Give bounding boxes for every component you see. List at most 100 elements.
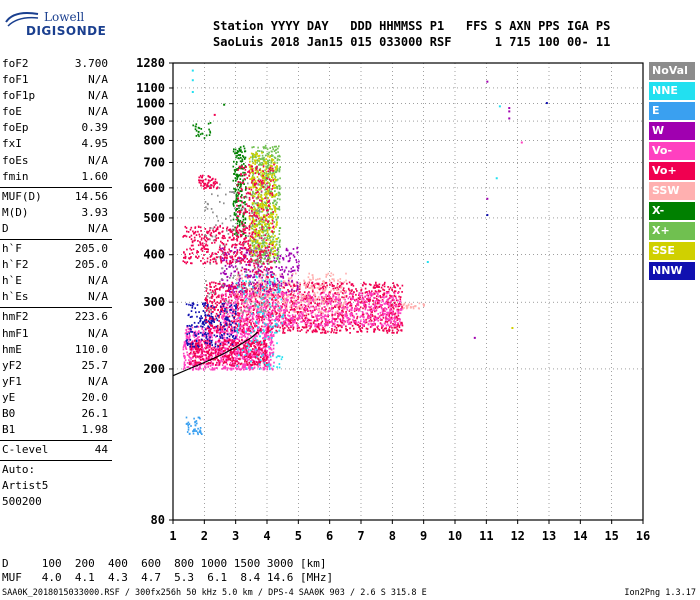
echo-point	[248, 283, 251, 286]
echo-point	[206, 362, 208, 365]
echo-point	[265, 345, 267, 348]
echo-point	[358, 309, 360, 312]
echo-point	[268, 288, 271, 291]
echo-point	[193, 362, 195, 365]
echo-point	[278, 240, 281, 243]
echo-point	[205, 290, 208, 292]
echo-point	[225, 268, 228, 270]
echo-point	[273, 292, 276, 294]
echo-point	[371, 293, 373, 296]
echo-point	[372, 299, 374, 302]
echo-point	[291, 294, 293, 297]
echo-point	[241, 291, 244, 294]
echo-point	[273, 289, 276, 291]
echo-point	[268, 164, 270, 166]
echo-point	[360, 288, 363, 291]
echo-point	[401, 324, 404, 327]
echo-point	[257, 357, 259, 360]
echo-point	[232, 341, 234, 344]
echo-point	[243, 363, 245, 365]
echo-point	[337, 293, 339, 296]
echo-point	[270, 313, 272, 316]
echo-point	[246, 364, 248, 366]
echo-point	[232, 266, 235, 269]
echo-point	[268, 330, 271, 333]
echo-point	[270, 339, 273, 342]
echo-point	[375, 309, 377, 312]
echo-point	[308, 278, 311, 281]
echo-point	[303, 326, 306, 329]
echo-point	[249, 319, 251, 322]
echo-point	[246, 249, 248, 252]
echo-point	[194, 338, 197, 341]
echo-point	[377, 327, 379, 330]
echo-point	[338, 308, 341, 311]
echo-point	[263, 156, 265, 159]
echo-point	[273, 156, 276, 159]
echo-point	[305, 314, 308, 317]
echo-point	[245, 282, 248, 285]
echo-point	[229, 294, 232, 297]
echo-point	[345, 328, 347, 330]
echo-point	[365, 321, 368, 324]
echo-point	[364, 321, 366, 323]
echo-point	[235, 360, 237, 363]
echo-point	[226, 368, 229, 371]
echo-point	[186, 336, 189, 339]
echo-point	[398, 305, 401, 307]
echo-point	[241, 296, 243, 298]
echo-point	[300, 301, 302, 303]
echo-point	[396, 319, 399, 321]
echo-point	[390, 324, 392, 327]
echo-point	[279, 177, 281, 180]
echo-point	[272, 236, 275, 239]
echo-point	[205, 305, 207, 307]
echo-point	[331, 328, 333, 330]
echo-point	[186, 354, 189, 356]
echo-point	[208, 356, 211, 359]
echo-point	[224, 355, 227, 357]
echo-point	[250, 349, 253, 352]
echo-point	[251, 331, 253, 334]
echo-point	[239, 274, 241, 277]
echo-point	[241, 277, 243, 280]
param-row: Artist5	[0, 479, 112, 495]
echo-point	[215, 336, 217, 338]
echo-point	[316, 315, 319, 317]
echo-point	[382, 296, 384, 298]
echo-point	[218, 320, 220, 322]
echo-point	[255, 220, 258, 222]
echo-point	[332, 307, 334, 309]
echo-point	[285, 266, 287, 269]
echo-point	[242, 327, 245, 329]
echo-point	[261, 343, 263, 346]
echo-point	[324, 282, 327, 284]
echo-point	[248, 339, 250, 341]
echo-point	[341, 309, 343, 312]
echo-point	[318, 315, 320, 317]
echo-point	[347, 319, 350, 322]
echo-point	[234, 342, 236, 344]
echo-point	[319, 277, 321, 280]
echo-point	[204, 359, 206, 362]
echo-point	[277, 318, 280, 321]
echo-point	[267, 269, 270, 271]
echo-point	[338, 298, 340, 301]
echo-point	[339, 281, 341, 283]
echo-point	[253, 284, 256, 287]
echo-point	[271, 322, 273, 325]
echo-point	[231, 361, 234, 364]
echo-point	[225, 329, 228, 332]
echo-point	[385, 327, 387, 330]
echo-point	[277, 256, 280, 259]
echo-point	[270, 261, 272, 263]
echo-point	[348, 301, 350, 304]
echo-point	[274, 282, 277, 284]
echo-point	[364, 296, 366, 298]
echo-point	[348, 293, 351, 295]
echo-point	[269, 346, 272, 349]
echo-point	[336, 298, 339, 301]
echo-point	[258, 164, 260, 166]
echo-point	[359, 328, 362, 331]
echo-point	[214, 284, 217, 287]
